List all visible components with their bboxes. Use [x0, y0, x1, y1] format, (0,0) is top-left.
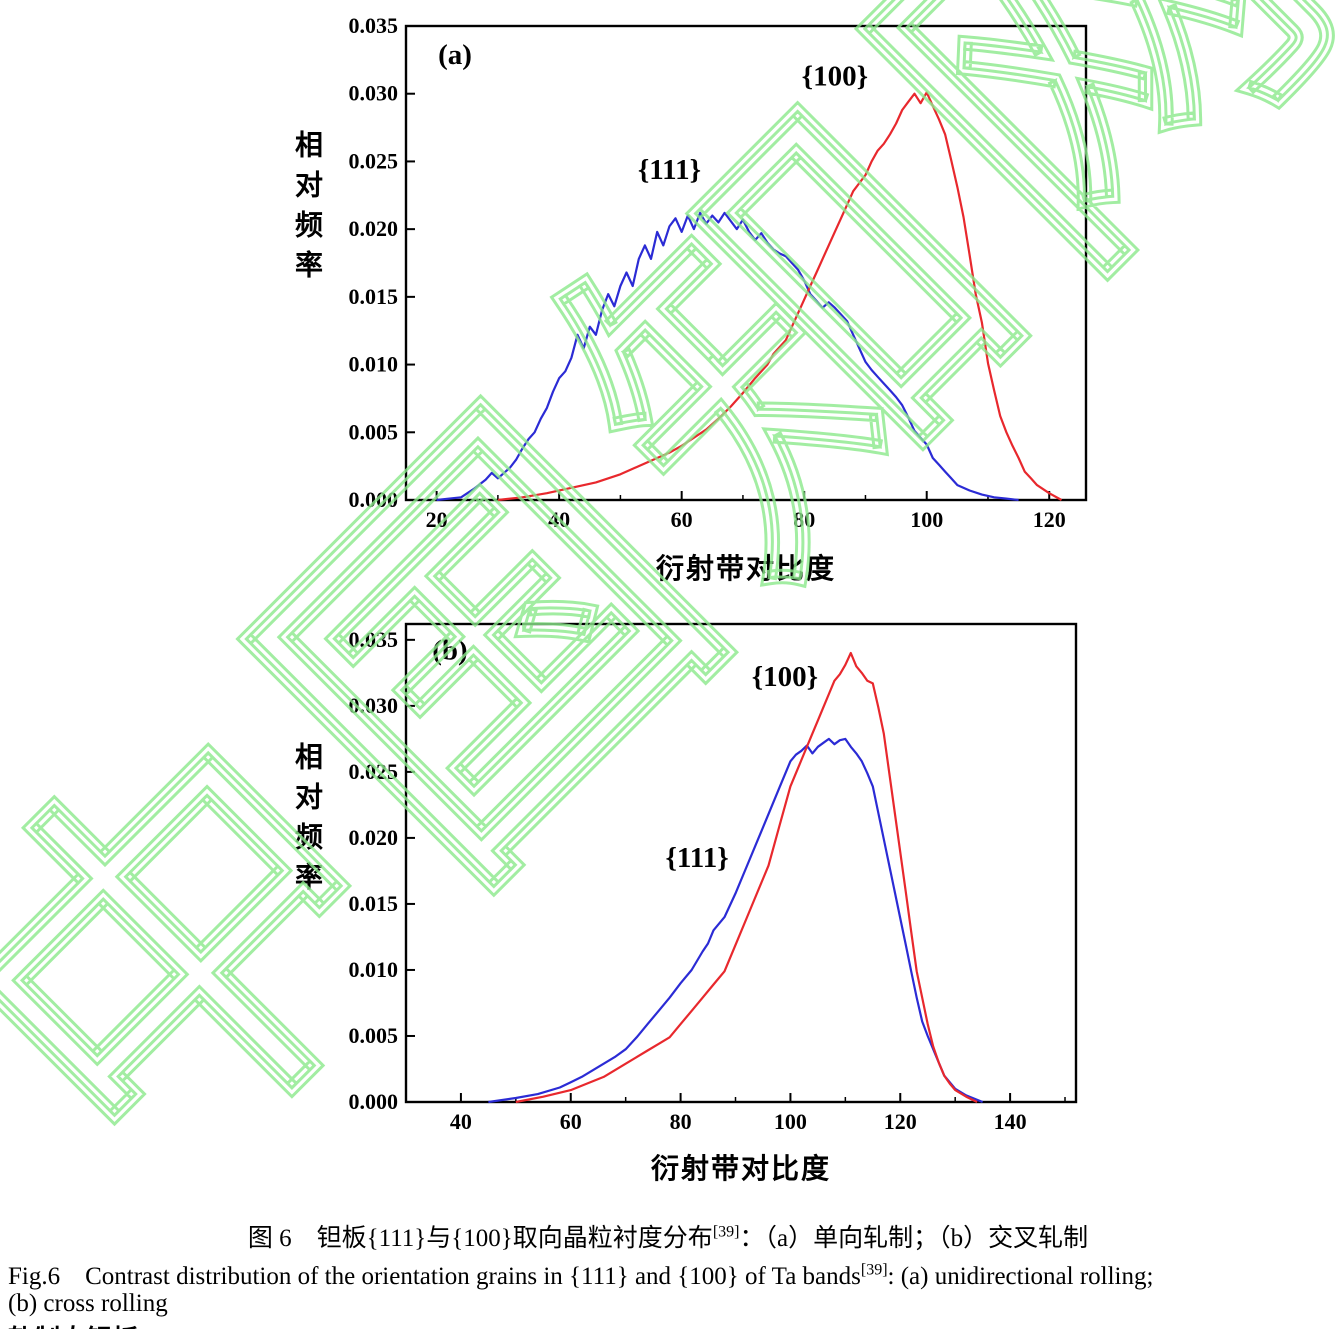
chart-a: 20 40 60 80 100 120 0.000 0.005 0.010 0.015 0.020 0… — [349, 13, 1088, 585]
y-tick-label: 0.035 — [349, 627, 399, 652]
plot-frame — [404, 622, 1078, 1104]
caption-zh-suffix: ：（a）单向轧制；（b）交叉轧制 — [739, 1225, 1089, 1252]
y-axis-title-a: 相对频率 — [291, 130, 322, 290]
x-axis-title: 衍射带对比度 — [656, 553, 836, 585]
chart-b: 40 60 80 100 120 140 0.000 0.005 0.010 0.015 0.020… — [349, 622, 1078, 1185]
y-tick-label: 0.030 — [349, 693, 399, 718]
series-line-100 — [515, 651, 978, 1104]
y-tick-label: 0.010 — [349, 352, 399, 377]
y-tick-label: 0.005 — [349, 419, 399, 444]
y-tick-label: 0.015 — [349, 284, 399, 309]
x-tick-label: 80 — [793, 507, 815, 532]
caption-en-line2: (b) cross rolling — [8, 1290, 168, 1317]
series-line-111 — [488, 737, 984, 1104]
y-tick-label: 0.020 — [349, 825, 399, 850]
annotation: {100} — [752, 661, 818, 693]
reference-mark-zh: [39] — [712, 1223, 740, 1241]
x-tick-label: 100 — [774, 1109, 807, 1134]
reference-mark-en: [39] — [860, 1261, 888, 1279]
x-tick-label: 60 — [671, 507, 693, 532]
x-tick-label: 80 — [670, 1109, 692, 1134]
plot-frame — [404, 24, 1088, 502]
x-tick-label: 120 — [1033, 507, 1066, 532]
x-tick-label: 100 — [910, 507, 943, 532]
caption-zh: 图 6 钽板{111}与{100}取向晶粒衬度分布[39]：（a）单向轧制；（b… — [0, 1218, 1336, 1254]
y-tick-label: 0.025 — [349, 148, 399, 173]
x-axis-title: 衍射带对比度 — [651, 1153, 831, 1185]
series-line-100 — [497, 91, 1063, 502]
x-tick-label: 60 — [560, 1109, 582, 1134]
annotation: {100} — [802, 61, 868, 93]
caption-en-suffix: : (a) unidirectional rolling; — [887, 1263, 1154, 1290]
caption-en-text: Fig.6 Contrast distribution of the orien… — [8, 1263, 861, 1290]
y-tick-label: 0.035 — [349, 13, 399, 38]
y-tick-label: 0.010 — [349, 957, 399, 982]
y-axis-title-b: 相对频率 — [291, 742, 322, 902]
caption-en-line1: Fig.6 Contrast distribution of the orien… — [8, 1256, 1332, 1292]
annotation: {111} — [638, 154, 701, 186]
y-tick-label: 0.025 — [349, 759, 399, 784]
x-tick-label: 40 — [450, 1109, 472, 1134]
x-tick-label: 120 — [884, 1109, 917, 1134]
x-tick-label: 140 — [994, 1109, 1027, 1134]
y-tick-label: 0.000 — [349, 1089, 399, 1114]
x-tick-label: 20 — [426, 507, 448, 532]
clipped-heading: 轧制态钽板 — [8, 1319, 138, 1329]
caption-zh-text: 图 6 钽板{111}与{100}取向晶粒衬度分布 — [247, 1225, 713, 1252]
y-tick-label: 0.015 — [349, 891, 399, 916]
y-tick-label: 0.030 — [349, 81, 399, 106]
annotation: (a) — [438, 39, 472, 71]
y-tick-label: 0.020 — [349, 216, 399, 241]
annotation: {111} — [665, 842, 728, 874]
annotation: (b) — [432, 635, 467, 667]
y-tick-label: 0.005 — [349, 1023, 399, 1048]
y-tick-label: 0.000 — [349, 487, 399, 512]
series-line-111 — [436, 211, 1019, 502]
x-tick-label: 40 — [548, 507, 570, 532]
